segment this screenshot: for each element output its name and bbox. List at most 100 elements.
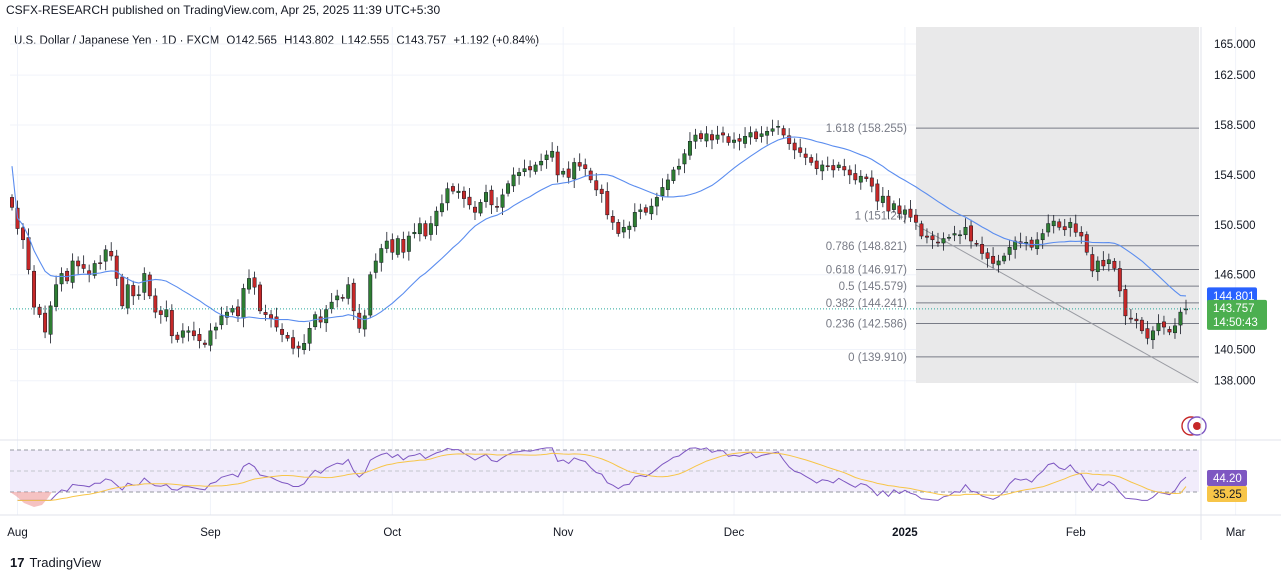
candle-up xyxy=(941,238,946,244)
fibonacci-levels[interactable]: 1.618 (158.255) 1 (151.24) 0.786 (148.821)… xyxy=(826,123,1199,364)
time-tick-label: Dec xyxy=(724,527,745,539)
tradingview-logo-icon[interactable]: 17 xyxy=(10,555,25,570)
candle-up xyxy=(247,278,251,290)
candle-down xyxy=(489,189,494,206)
candle-up xyxy=(517,172,522,176)
candle-up xyxy=(70,260,75,283)
candle-up xyxy=(1051,220,1056,227)
candle-up xyxy=(963,227,968,236)
candle-up xyxy=(958,234,962,237)
countdown-text: 14:50:43 xyxy=(1213,317,1258,329)
candle-up xyxy=(180,330,185,338)
candle-up xyxy=(484,192,488,202)
candle-down xyxy=(908,208,913,218)
candle-up xyxy=(621,227,626,233)
candle-down xyxy=(450,186,455,192)
candle-up xyxy=(324,309,329,324)
candle-down xyxy=(853,173,858,181)
time-axis[interactable]: AugSepOctNovDec2025FebMarApr xyxy=(7,527,1281,539)
candle-down xyxy=(566,168,571,178)
candle-up xyxy=(213,326,218,331)
candle-up xyxy=(329,301,334,310)
candle-down xyxy=(864,176,869,179)
price-tick-label: 158.500 xyxy=(1214,120,1256,132)
candle-down xyxy=(169,310,174,337)
flag-icon[interactable] xyxy=(1181,416,1207,436)
candle-up xyxy=(682,153,687,165)
candle-up xyxy=(902,209,907,215)
candle-down xyxy=(401,239,406,253)
rsi-line xyxy=(17,447,1187,501)
ma-price-tag-text: 144.801 xyxy=(1213,291,1255,303)
price-tick-label: 138.000 xyxy=(1214,376,1256,388)
moving-average-line xyxy=(11,136,1187,323)
candle-up xyxy=(715,134,720,140)
candle-up xyxy=(952,233,957,236)
time-tick-label: Aug xyxy=(7,527,27,539)
candle-down xyxy=(792,142,797,151)
candle-down xyxy=(1062,226,1067,231)
candle-up xyxy=(627,225,632,230)
candle-down xyxy=(263,312,268,315)
candle-up xyxy=(445,188,450,204)
candle-down xyxy=(798,147,803,153)
time-tick-label: 2025 xyxy=(892,527,918,539)
candle-down xyxy=(643,207,648,213)
candle-down xyxy=(831,165,836,171)
candle-up xyxy=(759,133,764,137)
candle-up xyxy=(1002,255,1007,262)
candle-down xyxy=(76,260,81,267)
candle-down xyxy=(969,225,974,242)
candle-up xyxy=(506,183,511,194)
candle-up xyxy=(1040,233,1045,241)
candle-up xyxy=(219,315,224,326)
candle-down xyxy=(114,255,119,279)
fib-level-label: 0.618 (146.917) xyxy=(826,264,907,276)
candle-up xyxy=(770,128,775,132)
candle-down xyxy=(847,169,852,176)
candle-up xyxy=(891,203,896,210)
candle-up xyxy=(996,260,1001,266)
candle-down xyxy=(1167,329,1172,333)
trend-line[interactable] xyxy=(915,224,1199,384)
candle-up xyxy=(1024,242,1029,244)
fib-level-label: 0.786 (148.821) xyxy=(826,241,907,253)
candle-up xyxy=(1150,330,1155,341)
candle-down xyxy=(252,277,257,288)
candle-up xyxy=(346,284,351,299)
candle-down xyxy=(930,235,935,241)
footer-brand[interactable]: TradingView xyxy=(29,555,102,570)
candle-up xyxy=(241,288,246,319)
price-axis[interactable]: 165.000 162.500 158.500 154.500 150.500 146.5… xyxy=(1214,39,1256,388)
candle-down xyxy=(291,337,296,349)
candle-up xyxy=(660,187,665,197)
candle-up xyxy=(561,170,566,175)
candle-down xyxy=(787,135,792,145)
price-tick-label: 165.000 xyxy=(1214,39,1256,51)
candle-up xyxy=(412,232,417,235)
candle-down xyxy=(985,252,990,259)
candle-up xyxy=(1013,240,1018,250)
candle-down xyxy=(285,335,290,339)
candle-down xyxy=(131,285,136,297)
candle-up xyxy=(224,311,229,318)
candle-down xyxy=(120,276,125,307)
candle-down xyxy=(814,160,819,169)
candle-down xyxy=(98,262,103,264)
candle-down xyxy=(1117,268,1122,292)
candle-up xyxy=(335,295,340,301)
candle-up xyxy=(368,274,373,316)
fib-level-label: 0.382 (144.241) xyxy=(826,298,907,310)
candle-down xyxy=(1057,221,1062,228)
candle-up xyxy=(748,132,753,138)
candle-up xyxy=(439,203,444,213)
candle-up xyxy=(743,136,748,144)
candle-down xyxy=(280,329,285,335)
candle-down xyxy=(699,133,703,140)
candle-up xyxy=(208,330,213,346)
candle-down xyxy=(21,227,25,241)
candle-down xyxy=(809,157,814,163)
candle-down xyxy=(897,205,902,214)
candle-up xyxy=(54,284,59,307)
